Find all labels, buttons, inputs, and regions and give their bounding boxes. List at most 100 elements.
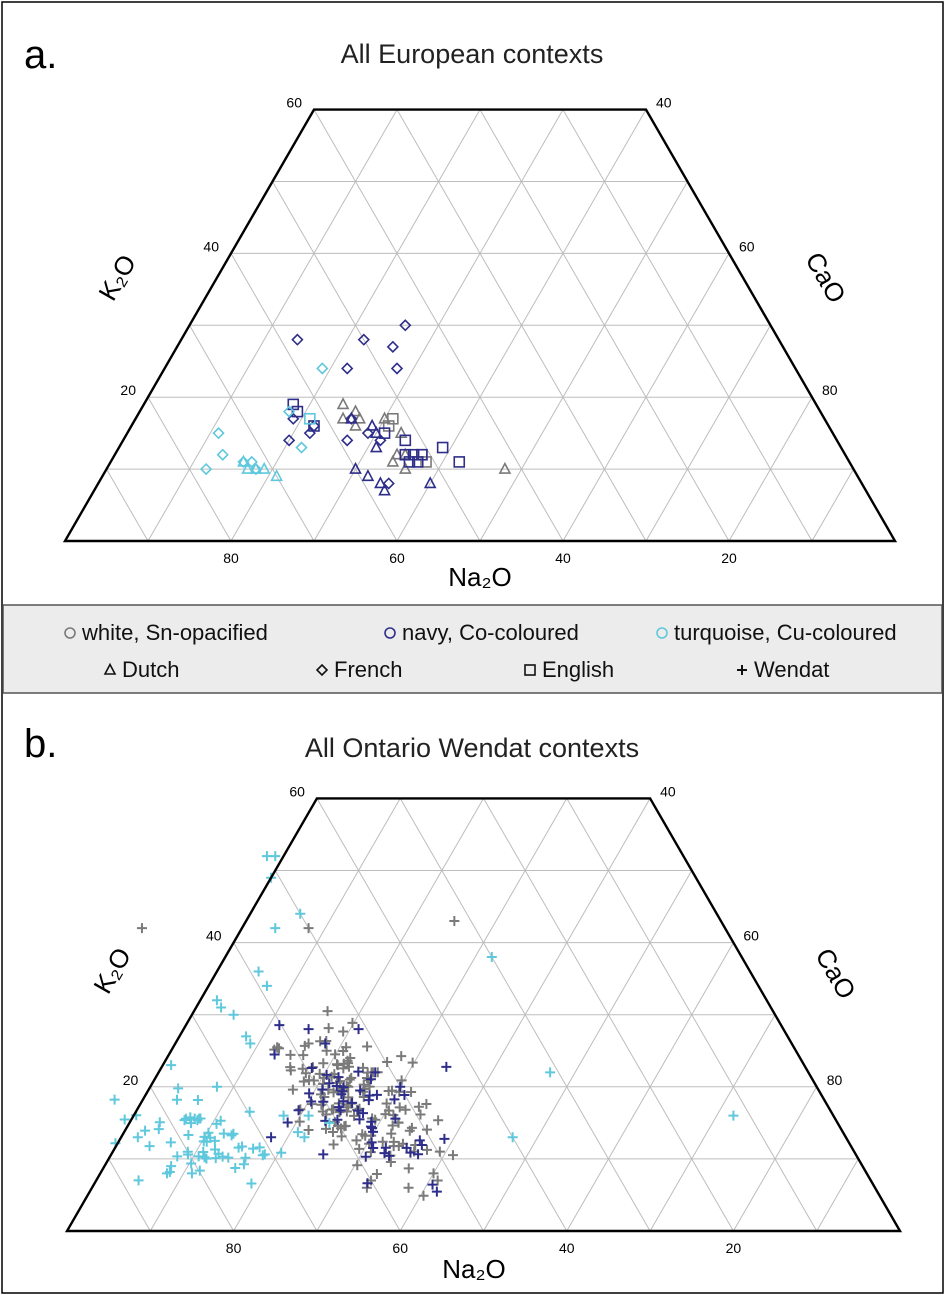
panel-b-outline: [64, 797, 903, 1233]
legend-item: white, Sn-opacified: [64, 620, 268, 645]
legend-label: French: [334, 657, 402, 682]
panel-b-label: b.: [24, 722, 57, 766]
navy-plus-point: [384, 1150, 395, 1161]
white-plus-point: [413, 1101, 424, 1112]
panel-a-xlabel: Na₂O: [448, 562, 512, 592]
white-triangle-point: [394, 425, 408, 438]
navy-diamond-point: [291, 333, 304, 346]
white-plus-point: [294, 1116, 305, 1127]
grid-line: [106, 468, 149, 542]
white-plus-point: [327, 1127, 338, 1138]
white-triangle-point: [336, 397, 350, 410]
turquoise-plus-point: [218, 1128, 229, 1139]
white-triangle-point: [398, 461, 412, 474]
panel-b: b. All Ontario Wendat contexts 80 60 40 20 6…: [24, 722, 903, 1284]
white-plus-point: [386, 1128, 397, 1139]
panel-a-ticks: 80 60 40 20 60 40 20 40 60 80: [120, 95, 837, 566]
turquoise-plus-point: [217, 1151, 228, 1162]
turquoise-plus-point: [186, 1158, 197, 1169]
legend: white, Sn-opacified navy, Co-coloured turq…: [64, 620, 897, 682]
tick-label-k2o: 40: [203, 238, 219, 254]
tick-label-cao: 60: [743, 928, 759, 944]
white-plus-point: [358, 1079, 369, 1090]
navy-square-point: [407, 448, 420, 461]
white-plus-point: [354, 1143, 365, 1154]
navy-plus-point: [405, 1147, 416, 1158]
turquoise-plus-point: [192, 1095, 203, 1106]
navy-triangle-point: [423, 476, 437, 489]
white-plus-point: [434, 1146, 445, 1157]
grid-line: [233, 798, 484, 1232]
white-plus-point: [433, 1115, 444, 1126]
legend-label: white, Sn-opacified: [81, 620, 268, 645]
white-plus-point: [326, 1104, 337, 1115]
navy-plus-point: [354, 1114, 365, 1125]
turquoise-plus-point: [119, 1114, 130, 1125]
turquoise-triangle-point: [249, 461, 263, 474]
panel-b-grid: [108, 798, 859, 1232]
tick-label-k2o: 60: [286, 95, 302, 111]
turquoise-diamond-point: [212, 427, 225, 440]
navy-diamond-point: [341, 362, 354, 375]
navy-plus-point: [293, 1105, 304, 1116]
navy-square-point: [291, 405, 304, 418]
white-plus-point: [377, 1136, 388, 1147]
panel-a-label: a.: [24, 33, 57, 77]
turquoise-plus-point: [210, 1153, 221, 1164]
turquoise-plus-point: [261, 851, 272, 862]
white-square-point: [420, 456, 432, 468]
grid-line: [811, 468, 854, 542]
navy-plus-point: [318, 1096, 329, 1107]
turquoise-plus-point: [179, 1115, 190, 1126]
grid-line: [816, 1158, 859, 1232]
panel-b-right-label: CaO: [809, 943, 862, 1004]
white-plus-point: [415, 1109, 426, 1120]
legend-plus-icon: [737, 665, 747, 675]
white-plus-point: [447, 1150, 458, 1161]
turquoise-plus-point: [486, 952, 497, 963]
legend-item: navy, Co-coloured: [384, 620, 579, 645]
grid-line: [483, 870, 693, 1232]
turquoise-plus-point: [276, 1147, 287, 1158]
turquoise-plus-point: [226, 1130, 237, 1141]
tick-label-na2o: 80: [223, 550, 239, 566]
turquoise-plus-point: [183, 1130, 194, 1141]
navy-diamond-point: [390, 362, 404, 375]
navy-square-point: [308, 420, 320, 432]
turquoise-plus-point: [211, 1081, 222, 1092]
navy-plus-point: [416, 1140, 427, 1151]
white-plus-point: [318, 1058, 329, 1069]
white-triangle-point: [353, 411, 366, 424]
panel-a-right-label: CaO: [799, 247, 852, 308]
navy-plus-point: [320, 1038, 331, 1049]
white-plus-point: [345, 1052, 356, 1063]
grid-line: [272, 181, 481, 542]
white-plus-point: [428, 1168, 439, 1179]
white-plus-point: [298, 1050, 309, 1061]
panel-b-points: [109, 851, 739, 1201]
turquoise-plus-point: [230, 1162, 241, 1173]
turquoise-plus-point: [324, 1117, 335, 1128]
navy-plus-point: [414, 1135, 425, 1146]
turquoise-diamond-point: [316, 362, 329, 375]
turquoise-triangle-point: [257, 461, 271, 474]
white-plus-point: [396, 1075, 407, 1086]
white-plus-point: [381, 1098, 392, 1109]
navy-plus-point: [337, 1086, 348, 1097]
navy-plus-point: [266, 1132, 277, 1143]
navy-plus-point: [321, 1069, 332, 1080]
tick-label-na2o: 60: [389, 550, 405, 566]
navy-plus-point: [365, 1074, 376, 1085]
white-plus-point: [335, 1123, 346, 1134]
white-plus-point: [347, 1017, 358, 1028]
white-plus-point: [380, 1109, 391, 1120]
navy-plus-point: [318, 1149, 329, 1160]
navy-plus-point: [304, 1088, 315, 1099]
white-plus-point: [385, 1157, 396, 1168]
legend-label: Dutch: [122, 657, 179, 682]
navy-plus-point: [365, 1121, 376, 1132]
white-plus-point: [394, 1102, 405, 1113]
grid-line: [396, 109, 647, 542]
legend-circle-icon: [656, 627, 668, 639]
tick-label-k2o: 40: [206, 928, 222, 944]
